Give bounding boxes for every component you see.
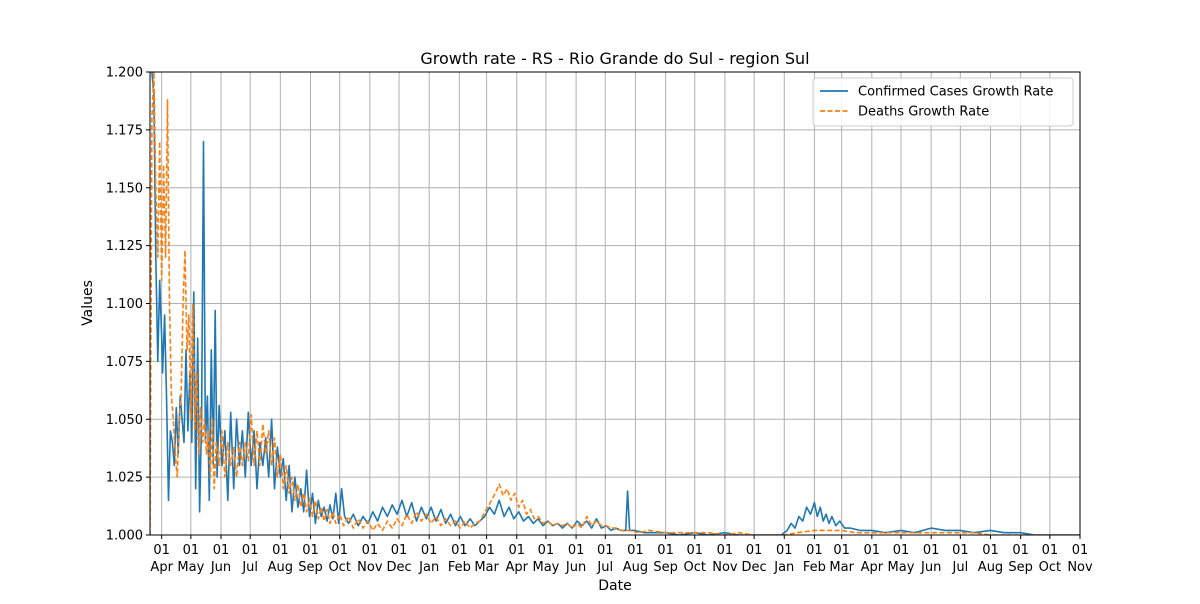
x-tick-month-label: Nov bbox=[357, 560, 383, 575]
x-tick-month-label: Oct bbox=[684, 560, 706, 575]
x-tick-month-label: Aug bbox=[978, 560, 1003, 575]
y-tick-label: 1.000 bbox=[106, 529, 143, 544]
x-tick-day-label: 01 bbox=[213, 543, 230, 558]
x-tick-month-label: Apr bbox=[861, 560, 884, 575]
x-tick-month-label: Aug bbox=[623, 560, 648, 575]
x-tick-day-label: 01 bbox=[597, 543, 614, 558]
x-tick-month-label: May bbox=[532, 560, 559, 575]
x-tick-month-label: Jun bbox=[920, 560, 941, 575]
x-tick-day-label: 01 bbox=[1072, 543, 1089, 558]
x-tick-day-label: 01 bbox=[568, 543, 585, 558]
x-tick-day-label: 01 bbox=[806, 543, 823, 558]
x-tick-day-label: 01 bbox=[331, 543, 348, 558]
x-tick-day-label: 01 bbox=[657, 543, 674, 558]
legend-box bbox=[812, 77, 1074, 127]
x-tick-day-label: 01 bbox=[627, 543, 644, 558]
x-tick-day-label: 01 bbox=[272, 543, 289, 558]
x-tick-month-label: Jun bbox=[210, 560, 231, 575]
x-tick-day-label: 01 bbox=[952, 543, 969, 558]
x-tick-month-label: Oct bbox=[328, 560, 350, 575]
x-tick-day-label: 01 bbox=[538, 543, 555, 558]
x-tick-day-label: 01 bbox=[451, 543, 468, 558]
x-tick-month-label: Jul bbox=[241, 560, 258, 575]
x-tick-month-label: Apr bbox=[505, 560, 528, 575]
x-tick-month-label: May bbox=[177, 560, 204, 575]
y-axis-label: Values bbox=[80, 280, 96, 326]
x-tick-month-label: Dec bbox=[742, 560, 767, 575]
x-tick-day-label: 01 bbox=[893, 543, 910, 558]
x-tick-month-label: Mar bbox=[829, 560, 854, 575]
x-tick-month-label: Feb bbox=[448, 560, 471, 575]
x-tick-month-label: Dec bbox=[386, 560, 411, 575]
y-tick-label: 1.025 bbox=[106, 471, 143, 486]
confirmed-cases-growth-line bbox=[151, 72, 1080, 535]
x-tick-day-label: 01 bbox=[923, 543, 940, 558]
x-tick-month-label: Oct bbox=[1039, 560, 1061, 575]
x-tick-day-label: 01 bbox=[864, 543, 881, 558]
series-layer bbox=[150, 72, 1080, 535]
x-tick-day-label: 01 bbox=[1042, 543, 1059, 558]
x-tick-month-label: Jun bbox=[565, 560, 586, 575]
x-tick-day-label: 01 bbox=[478, 543, 495, 558]
x-tick-day-label: 01 bbox=[183, 543, 200, 558]
x-tick-day-label: 01 bbox=[717, 543, 734, 558]
y-tick-label: 1.050 bbox=[106, 413, 143, 428]
x-tick-month-label: Apr bbox=[150, 560, 173, 575]
x-axis: 01 Apr 01 May 01 Jun 01 Jul 01 Aug 01 Sep 01 Oct 01 Nov… bbox=[150, 535, 1093, 575]
x-tick-month-label: Feb bbox=[803, 560, 826, 575]
deaths-growth-line bbox=[150, 72, 1080, 535]
x-tick-day-label: 01 bbox=[391, 543, 408, 558]
x-tick-day-label: 01 bbox=[508, 543, 525, 558]
x-tick-month-label: Jul bbox=[952, 560, 969, 575]
x-tick-month-label: May bbox=[888, 560, 915, 575]
x-tick-day-label: 01 bbox=[242, 543, 259, 558]
x-tick-day-label: 01 bbox=[302, 543, 319, 558]
x-tick-month-label: Jan bbox=[418, 560, 439, 575]
x-tick-month-label: Sep bbox=[1008, 560, 1033, 575]
legend-label-deaths: Deaths Growth Rate bbox=[858, 105, 989, 120]
legend: Confirmed Cases Growth Rate Deaths Growth… bbox=[812, 77, 1074, 127]
x-tick-month-label: Aug bbox=[268, 560, 293, 575]
x-tick-month-label: Nov bbox=[1067, 560, 1093, 575]
x-tick-month-label: Jul bbox=[596, 560, 613, 575]
x-tick-month-label: Mar bbox=[474, 560, 499, 575]
chart-title: Growth rate - RS - Rio Grande do Sul - r… bbox=[420, 49, 809, 68]
legend-label-confirmed: Confirmed Cases Growth Rate bbox=[858, 85, 1053, 100]
y-tick-label: 1.150 bbox=[106, 181, 143, 196]
x-tick-day-label: 01 bbox=[421, 543, 438, 558]
y-tick-label: 1.200 bbox=[106, 66, 143, 81]
y-tick-label: 1.175 bbox=[106, 123, 143, 138]
x-tick-month-label: Sep bbox=[298, 560, 323, 575]
x-tick-month-label: Jan bbox=[773, 560, 794, 575]
y-tick-label: 1.125 bbox=[106, 239, 143, 254]
x-tick-day-label: 01 bbox=[746, 543, 763, 558]
x-tick-day-label: 01 bbox=[833, 543, 850, 558]
y-tick-label: 1.075 bbox=[106, 355, 143, 370]
x-tick-day-label: 01 bbox=[362, 543, 379, 558]
x-tick-day-label: 01 bbox=[776, 543, 793, 558]
x-tick-month-label: Nov bbox=[712, 560, 738, 575]
x-tick-day-label: 01 bbox=[153, 543, 170, 558]
x-tick-day-label: 01 bbox=[982, 543, 999, 558]
x-tick-month-label: Sep bbox=[653, 560, 678, 575]
x-tick-day-label: 01 bbox=[686, 543, 703, 558]
y-axis: 1.000 1.025 1.050 1.075 1.100 1.125 1.150 1.175… bbox=[106, 66, 150, 544]
x-axis-label: Date bbox=[598, 578, 631, 594]
x-tick-day-label: 01 bbox=[1012, 543, 1029, 558]
y-tick-label: 1.100 bbox=[106, 297, 143, 312]
